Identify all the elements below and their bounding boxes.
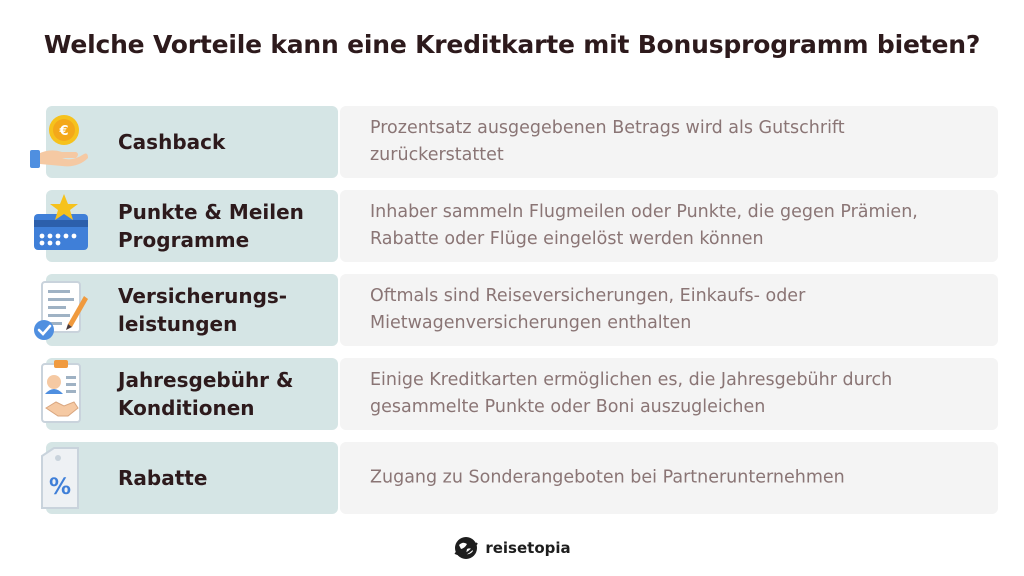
benefit-row-discounts: % Rabatte Zugang zu Sonderangeboten bei … — [41, 442, 998, 514]
benefit-label: Rabatte — [118, 466, 208, 490]
benefit-row-cashback: € Cashback Prozentsatz ausgegebenen Betr… — [30, 106, 998, 178]
benefit-label-panel: Jahresgebühr & Konditionen — [41, 358, 338, 430]
benefit-description-panel: Zugang zu Sonderangeboten bei Partnerunt… — [340, 442, 998, 514]
benefit-description: Zugang zu Sonderangeboten bei Partnerunt… — [370, 467, 845, 488]
benefit-label-panel: Versicherungs-leistungen — [34, 274, 338, 346]
benefit-description: Einige Kreditkarten ermöglichen es, die … — [370, 370, 893, 417]
benefit-label: Jahresgebühr & Konditionen — [118, 368, 294, 420]
benefit-label: Punkte & Meilen Programme — [118, 200, 304, 252]
page-title: Welche Vorteile kann eine Kreditkarte mi… — [43, 30, 981, 59]
benefit-label-panel: € Cashback — [30, 106, 338, 178]
coin-symbol: € — [58, 124, 68, 139]
benefit-row-annual-fee: Jahresgebühr & Konditionen Einige Kredit… — [41, 358, 998, 430]
contract-handshake-icon — [28, 358, 94, 430]
benefit-row-insurance: Versicherungs-leistungen Oftmals sind Re… — [34, 274, 998, 346]
star-card-icon — [28, 190, 94, 262]
benefit-description: Prozentsatz ausgegebenen Betrags wird al… — [370, 118, 845, 165]
benefit-label: Versicherungs-leistungen — [118, 284, 288, 336]
benefit-row-points-miles: Punkte & Meilen Programme Inhaber sammel… — [34, 190, 998, 262]
globe-logo-icon — [453, 535, 479, 561]
benefit-description-panel: Einige Kreditkarten ermöglichen es, die … — [340, 358, 998, 430]
benefit-description-panel: Prozentsatz ausgegebenen Betrags wird al… — [340, 106, 998, 178]
discount-tag-icon: % — [28, 442, 94, 514]
benefit-description: Oftmals sind Reiseversicherungen, Einkau… — [370, 286, 806, 333]
percent-symbol: % — [49, 475, 71, 500]
footer-branding: reisetopia — [0, 534, 1024, 562]
benefit-label: Cashback — [118, 130, 226, 154]
insurance-document-icon — [28, 274, 94, 346]
benefit-description: Inhaber sammeln Flugmeilen oder Punkte, … — [370, 202, 918, 249]
benefit-description-panel: Oftmals sind Reiseversicherungen, Einkau… — [340, 274, 998, 346]
brand-name: reisetopia — [485, 539, 571, 557]
benefit-description-panel: Inhaber sammeln Flugmeilen oder Punkte, … — [340, 190, 998, 262]
benefit-label-panel: % Rabatte — [41, 442, 338, 514]
benefit-label-panel: Punkte & Meilen Programme — [34, 190, 338, 262]
coin-hand-icon: € — [28, 106, 94, 178]
